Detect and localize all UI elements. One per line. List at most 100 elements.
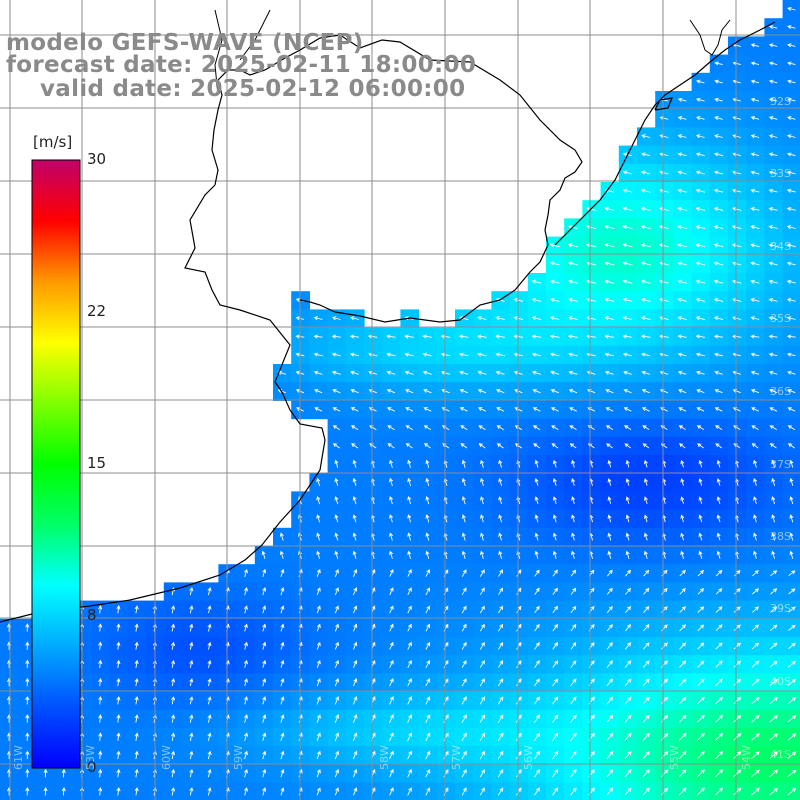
wind-arrow xyxy=(677,188,687,193)
wind-arrow xyxy=(280,787,285,796)
wind-arrow xyxy=(607,459,612,468)
wind-arrow xyxy=(170,641,176,650)
wind-arrow xyxy=(515,714,522,723)
wind-arrow xyxy=(389,678,394,687)
wind-arrow xyxy=(713,170,724,175)
wind-arrow xyxy=(549,261,560,266)
wind-arrow xyxy=(622,206,633,211)
wind-arrow xyxy=(641,407,650,412)
wind-arrow xyxy=(98,623,103,632)
wind-arrow xyxy=(697,678,705,687)
wind-arrow xyxy=(697,624,705,632)
wind-arrow xyxy=(642,732,650,741)
wind-arrow xyxy=(550,370,560,375)
wind-arrow xyxy=(713,352,723,357)
wind-arrow xyxy=(623,388,632,394)
wind-arrow xyxy=(716,550,721,559)
wind-arrow xyxy=(497,678,504,687)
wind-arrow xyxy=(352,623,358,632)
wind-arrow xyxy=(606,642,613,650)
wind-arrow xyxy=(552,750,559,760)
wind-arrow xyxy=(479,641,485,650)
wind-arrow xyxy=(677,115,687,121)
wind-arrow xyxy=(334,696,340,705)
wind-arrow xyxy=(280,678,285,687)
wind-arrow xyxy=(605,425,614,430)
wind-arrow xyxy=(425,514,430,523)
wind-arrow xyxy=(606,587,613,595)
wind-arrow xyxy=(571,532,576,541)
wind-arrow xyxy=(642,443,650,449)
wind-arrow xyxy=(552,696,559,705)
wind-arrow xyxy=(189,641,194,650)
wind-arrow xyxy=(262,623,267,632)
wind-arrow xyxy=(678,388,687,394)
wind-arrow xyxy=(425,623,430,632)
wind-arrow xyxy=(334,568,339,577)
wind-arrow xyxy=(622,316,633,321)
wind-arrow xyxy=(116,605,121,614)
wind-arrow xyxy=(695,134,705,139)
wind-arrow xyxy=(479,769,485,778)
wind-arrow xyxy=(280,641,285,650)
wind-arrow xyxy=(389,714,394,723)
wind-arrow xyxy=(677,134,687,139)
wind-arrow xyxy=(695,297,706,302)
wind-arrow xyxy=(495,316,505,321)
wind-arrow xyxy=(513,352,523,357)
coastline-north xyxy=(554,21,776,246)
wind-arrow xyxy=(680,478,685,486)
wind-arrow xyxy=(531,279,542,284)
wind-arrow xyxy=(534,550,539,559)
wind-arrow xyxy=(641,152,651,157)
lat-label: 40S xyxy=(770,675,791,688)
wind-arrow xyxy=(352,714,358,723)
wind-arrow xyxy=(606,443,613,449)
wind-arrow xyxy=(368,370,378,375)
wind-arrow xyxy=(423,388,432,394)
wind-arrow xyxy=(407,477,412,487)
wind-arrow xyxy=(332,407,341,412)
wind-arrow xyxy=(316,678,321,687)
wind-arrow xyxy=(243,586,248,596)
wind-arrow xyxy=(332,388,341,394)
wind-arrow xyxy=(622,188,633,193)
wind-arrow xyxy=(498,550,503,559)
wind-arrow xyxy=(534,769,540,778)
wind-arrow xyxy=(280,659,285,668)
wind-arrow xyxy=(733,660,742,668)
wind-arrow xyxy=(750,279,760,284)
wind-arrow xyxy=(751,660,760,668)
wind-arrow xyxy=(480,532,485,541)
wind-cell xyxy=(782,418,800,438)
wind-arrow xyxy=(640,188,651,193)
wind-arrow xyxy=(515,769,522,778)
wind-arrow xyxy=(605,407,614,412)
wind-arrow xyxy=(643,569,650,577)
wind-arrow xyxy=(262,787,267,796)
wind-arrow xyxy=(606,569,613,577)
wind-arrow xyxy=(407,659,412,668)
wind-arrow xyxy=(787,697,797,705)
wind-arrow xyxy=(695,334,705,339)
wind-arrow xyxy=(389,768,394,778)
wind-arrow xyxy=(389,514,394,523)
wind-arrow xyxy=(751,751,760,760)
wind-arrow xyxy=(624,769,632,778)
wind-arrow xyxy=(660,660,668,668)
wind-arrow xyxy=(349,352,360,357)
wind-arrow xyxy=(640,225,651,230)
wind-arrow xyxy=(606,678,614,687)
wind-arrow xyxy=(713,297,724,302)
wind-arrow xyxy=(116,714,121,723)
wind-arrow xyxy=(769,696,778,705)
wind-cell xyxy=(782,527,800,547)
wind-arrow xyxy=(350,425,359,431)
wind-arrow xyxy=(733,769,742,778)
wind-arrow xyxy=(332,425,341,431)
wind-arrow xyxy=(316,496,321,505)
wind-arrow xyxy=(750,243,760,248)
wind-arrow xyxy=(786,206,796,212)
wind-arrow xyxy=(768,170,778,175)
wind-arrow xyxy=(98,677,103,687)
